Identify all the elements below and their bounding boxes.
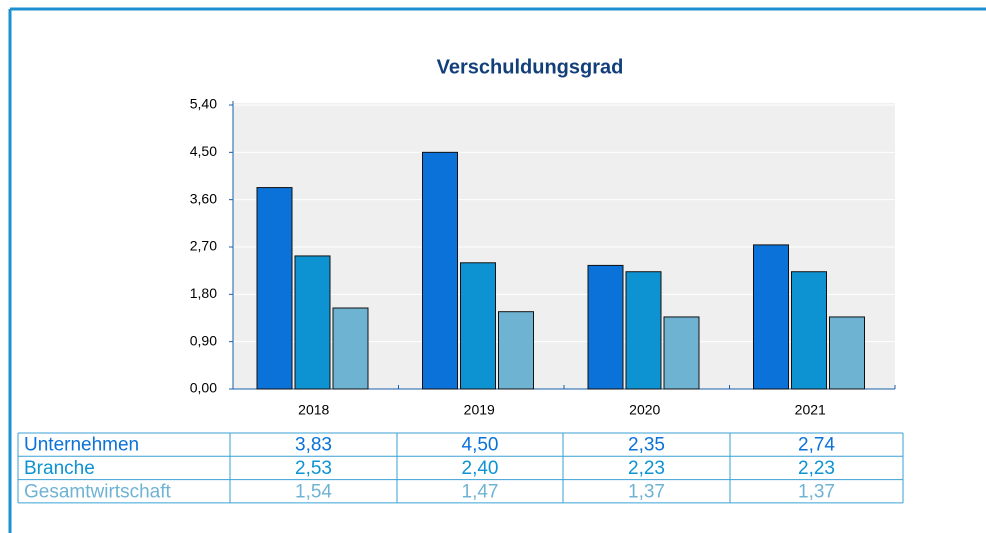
bar xyxy=(753,244,789,390)
bar xyxy=(625,271,662,390)
x-tick-label: 2020 xyxy=(629,402,660,418)
y-tick-label: 0,00 xyxy=(190,380,217,396)
data-label: 2,35 xyxy=(628,435,665,456)
x-tick-label: 2019 xyxy=(464,402,495,418)
bar xyxy=(332,307,369,390)
bar xyxy=(663,316,700,390)
x-tick-label: 2021 xyxy=(795,402,826,418)
legend-label: Gesamtwirtschaft xyxy=(24,481,171,502)
data-label: 2,23 xyxy=(798,458,835,479)
bar xyxy=(422,151,458,390)
bar xyxy=(587,264,624,390)
data-label: 2,40 xyxy=(462,458,499,479)
bar xyxy=(498,311,534,390)
bar xyxy=(294,255,331,390)
y-tick-label: 4,50 xyxy=(190,143,217,159)
data-label: 3,83 xyxy=(295,435,332,456)
bar xyxy=(256,187,293,390)
data-label: 2,53 xyxy=(295,458,332,479)
y-tick-label: 3,60 xyxy=(190,190,217,206)
bar xyxy=(829,316,865,390)
y-tick-label: 2,70 xyxy=(190,238,217,254)
y-tick-label: 5,40 xyxy=(190,96,217,112)
y-tick-label: 0,90 xyxy=(190,332,217,348)
y-tick-label: 1,80 xyxy=(190,285,217,301)
data-label: 4,50 xyxy=(462,435,499,456)
data-label: 1,47 xyxy=(462,481,499,502)
data-label: 2,23 xyxy=(628,458,665,479)
data-label: 2,74 xyxy=(798,435,835,456)
x-tick-label: 2018 xyxy=(298,402,329,418)
chart-title: Verschuldungsgrad xyxy=(437,56,624,78)
data-label: 1,37 xyxy=(798,481,835,502)
data-label: 1,37 xyxy=(628,481,665,502)
bar xyxy=(791,271,827,390)
data-label: 1,54 xyxy=(295,481,332,502)
legend-label: Branche xyxy=(24,458,95,479)
legend-label: Unternehmen xyxy=(24,435,139,456)
bar xyxy=(460,262,496,390)
